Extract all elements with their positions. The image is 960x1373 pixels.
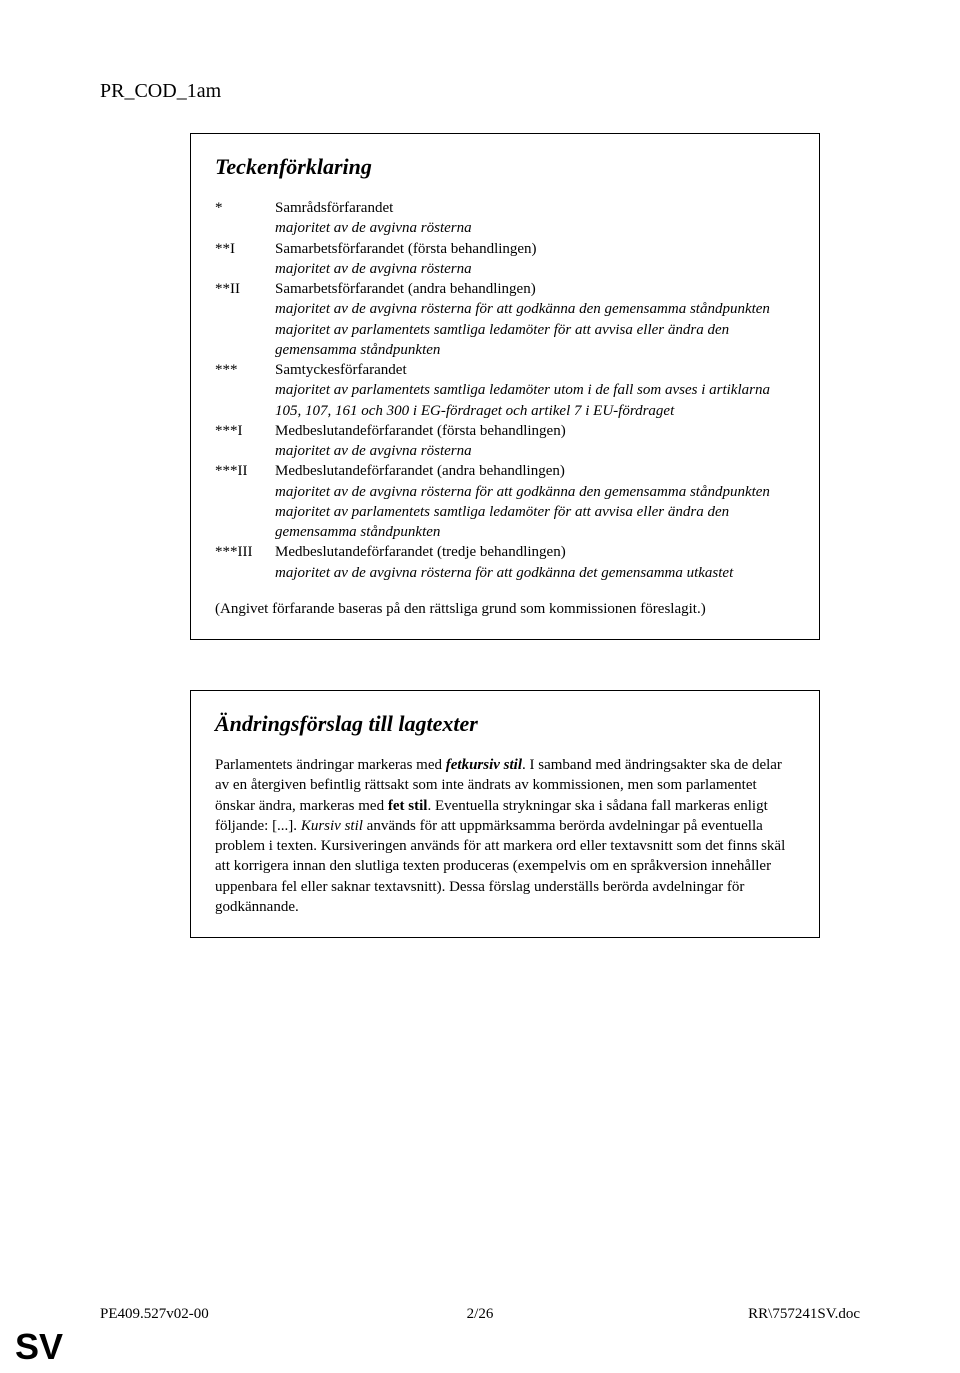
legend-desc: majoritet av de avgivna rösterna för att… [275, 563, 795, 583]
legend-marker [215, 482, 275, 502]
legend-row: **IISamarbetsförfarandet (andra behandli… [215, 279, 795, 299]
legend-row: majoritet av de avgivna rösterna för att… [215, 299, 795, 319]
legend-marker [215, 380, 275, 421]
legend-desc: majoritet av de avgivna rösterna för att… [275, 299, 795, 319]
legend-desc: Medbeslutandeförfarandet (tredje behandl… [275, 542, 795, 562]
amendments-title: Ändringsförslag till lagtexter [215, 711, 795, 737]
legend-marker: **II [215, 279, 275, 299]
legend-marker [215, 441, 275, 461]
legend-marker: ***III [215, 542, 275, 562]
legend-row: majoritet av de avgivna rösterna för att… [215, 563, 795, 583]
legend-title: Teckenförklaring [215, 154, 795, 180]
amendments-box: Ändringsförslag till lagtexter Parlament… [190, 690, 820, 938]
legend-row: ***IIMedbeslutandeförfarandet (andra beh… [215, 461, 795, 481]
legend-marker [215, 502, 275, 543]
amendments-body: Parlamentets ändringar markeras med fetk… [215, 755, 795, 917]
legend-row: ***IMedbeslutandeförfarandet (första beh… [215, 421, 795, 441]
legend-box: Teckenförklaring *Samrådsförfarandetmajo… [190, 133, 820, 640]
legend-desc: Samarbetsförfarandet (andra behandlingen… [275, 279, 795, 299]
legend-marker [215, 299, 275, 319]
legend-desc: Medbeslutandeförfarandet (andra behandli… [275, 461, 795, 481]
language-code: SV [15, 1326, 63, 1368]
legend-marker [215, 320, 275, 361]
legend-row: majoritet av de avgivna rösterna [215, 441, 795, 461]
legend-desc: majoritet av de avgivna rösterna [275, 218, 795, 238]
text-bold: fet stil [388, 798, 428, 814]
legend-desc: majoritet av parlamentets samtliga ledam… [275, 320, 795, 361]
legend-row: ***Samtyckesförfarandet [215, 360, 795, 380]
legend-row: majoritet av parlamentets samtliga ledam… [215, 320, 795, 361]
legend-desc: majoritet av de avgivna rösterna [275, 259, 795, 279]
legend-desc: majoritet av parlamentets samtliga ledam… [275, 502, 795, 543]
text-italic: Kursiv stil [301, 818, 363, 834]
doc-header: PR_COD_1am [100, 80, 860, 103]
legend-marker: ***II [215, 461, 275, 481]
legend-marker: ***I [215, 421, 275, 441]
legend-row: majoritet av parlamentets samtliga ledam… [215, 380, 795, 421]
legend-marker: * [215, 198, 275, 218]
legend-marker [215, 218, 275, 238]
page-footer: PE409.527v02-00 2/26 RR\757241SV.doc [100, 1306, 860, 1323]
legend-row: *Samrådsförfarandet [215, 198, 795, 218]
legend-row: majoritet av de avgivna rösterna för att… [215, 482, 795, 502]
legend-row: majoritet av parlamentets samtliga ledam… [215, 502, 795, 543]
legend-row: ***IIIMedbeslutandeförfarandet (tredje b… [215, 542, 795, 562]
legend-table: *Samrådsförfarandetmajoritet av de avgiv… [215, 198, 795, 583]
legend-desc: majoritet av de avgivna rösterna för att… [275, 482, 795, 502]
footer-left: PE409.527v02-00 [100, 1306, 209, 1323]
legend-marker: *** [215, 360, 275, 380]
legend-marker: **I [215, 239, 275, 259]
legend-marker [215, 259, 275, 279]
text-segment: Parlamentets ändringar markeras med [215, 757, 446, 773]
legend-desc: Samtyckesförfarandet [275, 360, 795, 380]
legend-marker [215, 563, 275, 583]
legend-row: majoritet av de avgivna rösterna [215, 218, 795, 238]
legend-desc: majoritet av parlamentets samtliga ledam… [275, 380, 795, 421]
text-bolditalic: fetkursiv stil [446, 757, 522, 773]
legend-desc: Medbeslutandeförfarandet (första behandl… [275, 421, 795, 441]
legend-row: **ISamarbetsförfarandet (första behandli… [215, 239, 795, 259]
footer-right: RR\757241SV.doc [748, 1306, 860, 1323]
legend-note: (Angivet förfarande baseras på den rätts… [215, 599, 795, 619]
legend-desc: Samrådsförfarandet [275, 198, 795, 218]
legend-desc: Samarbetsförfarandet (första behandlinge… [275, 239, 795, 259]
legend-desc: majoritet av de avgivna rösterna [275, 441, 795, 461]
footer-center: 2/26 [467, 1306, 494, 1323]
legend-row: majoritet av de avgivna rösterna [215, 259, 795, 279]
